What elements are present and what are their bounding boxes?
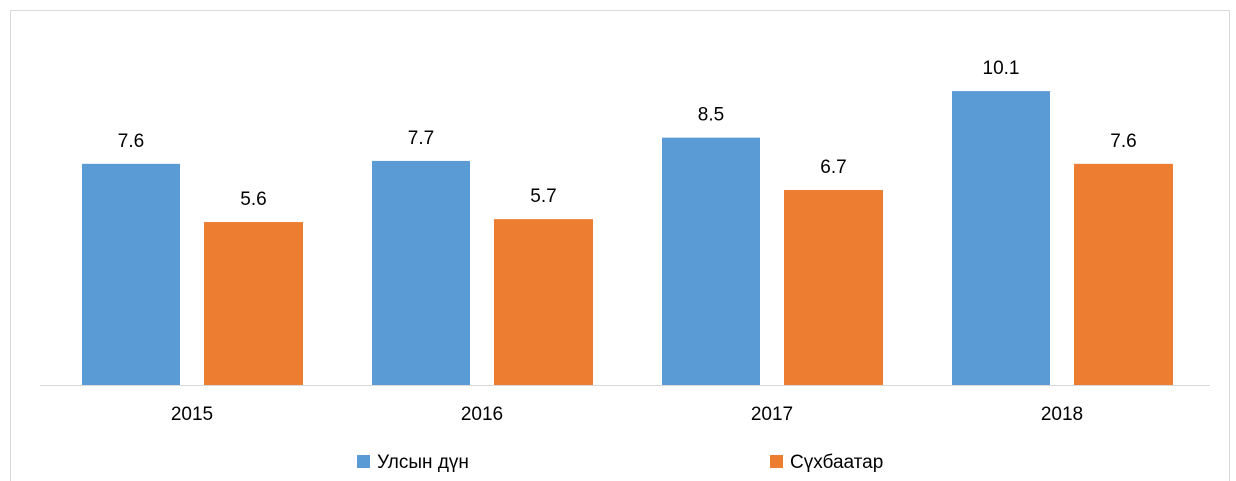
- data-label: 7.6: [1110, 131, 1136, 152]
- data-label: 5.6: [240, 189, 266, 210]
- bar: [372, 160, 470, 385]
- data-label: 7.7: [408, 128, 434, 149]
- legend-label: Улсын дүн: [377, 452, 469, 473]
- x-tick-label: 2018: [1041, 404, 1083, 425]
- bar: [662, 137, 760, 385]
- bar: [784, 190, 883, 385]
- data-label: 6.7: [820, 157, 846, 178]
- bar: [1074, 163, 1173, 385]
- x-tick-label: 2015: [171, 404, 213, 425]
- x-tick-label: 2017: [751, 404, 793, 425]
- bar: [204, 222, 303, 385]
- x-tick-label: 2016: [461, 404, 503, 425]
- data-label: 7.6: [118, 131, 144, 152]
- data-label: 5.7: [530, 186, 556, 207]
- data-label: 10.1: [983, 58, 1020, 79]
- bar: [494, 219, 593, 385]
- data-label: 8.5: [698, 105, 724, 126]
- legend-swatch: [770, 455, 783, 468]
- chart-frame: [10, 10, 1230, 481]
- legend-swatch: [357, 455, 370, 468]
- bar: [952, 91, 1050, 385]
- legend-label: Сүхбаатар: [790, 452, 883, 473]
- bar: [82, 163, 180, 385]
